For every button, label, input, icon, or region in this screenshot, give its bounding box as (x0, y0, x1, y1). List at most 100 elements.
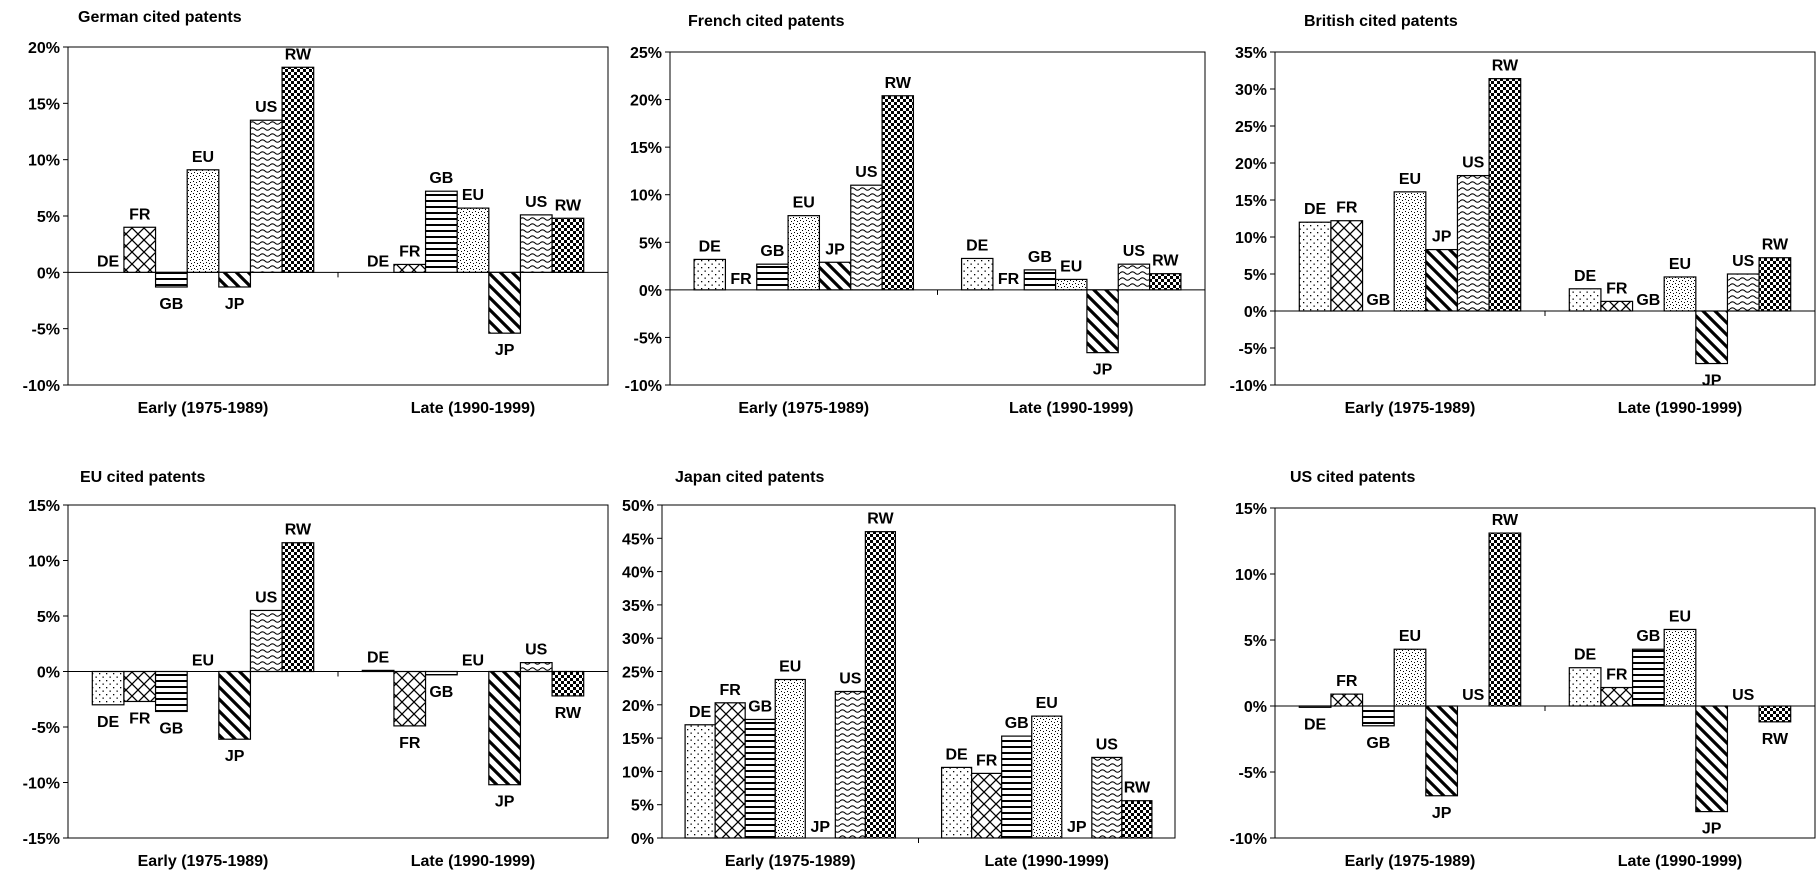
category-label: Early (1975-1989) (138, 853, 269, 870)
data-label-jp: JP (1432, 229, 1452, 246)
bar-jp (1425, 705, 1459, 797)
bar-eu (1054, 278, 1088, 291)
data-label-de: DE (367, 253, 390, 270)
bar-fr (1330, 693, 1364, 707)
bar-rw (281, 66, 315, 273)
bar-jp (1695, 705, 1729, 813)
data-label-rw: RW (285, 522, 312, 539)
data-label-us: US (1123, 243, 1146, 260)
category-label: Early (1975-1989) (738, 400, 869, 417)
y-tick-label: -10% (1230, 831, 1267, 848)
bar-gb (1631, 648, 1665, 707)
data-label-fr: FR (1606, 280, 1628, 297)
y-tick-label: 50% (622, 498, 654, 515)
y-tick-label: -10% (23, 378, 60, 395)
bar-us (834, 690, 866, 839)
bar-gb (1361, 705, 1395, 727)
chart-panel-6: US cited patents -10% -5% 0% 5% 10% 15% Early (… (1230, 469, 1816, 870)
data-label-us: US (255, 99, 278, 116)
data-label-us: US (1096, 736, 1119, 753)
data-label-eu: EU (1399, 628, 1421, 645)
data-label-rw: RW (1762, 237, 1789, 254)
bar-rw (551, 217, 585, 273)
y-tick-label: 45% (622, 531, 654, 548)
bar-us (519, 662, 553, 673)
data-label-fr: FR (129, 206, 151, 223)
bar-eu (1393, 648, 1427, 707)
data-label-rw: RW (1492, 512, 1519, 529)
y-tick-label: 10% (1235, 230, 1267, 247)
bar-jp (818, 261, 852, 291)
y-tick-label: 0% (631, 831, 654, 848)
data-label-jp: JP (1702, 373, 1722, 390)
bar-gb (756, 263, 789, 291)
data-label-eu: EU (1060, 258, 1082, 275)
bar-de (693, 258, 727, 291)
data-label-gb: GB (429, 684, 453, 701)
y-tick-label: 0% (37, 265, 60, 282)
data-label-rw: RW (867, 511, 894, 528)
data-label-de: DE (1304, 201, 1327, 218)
category-label: Early (1975-1989) (725, 853, 856, 870)
bar-fr (1600, 686, 1634, 707)
data-label-de: DE (97, 253, 120, 270)
bar-us (1726, 273, 1760, 312)
data-label-gb: GB (159, 296, 183, 313)
data-label-fr: FR (1606, 667, 1628, 684)
bar-jp (488, 271, 522, 334)
data-label-de: DE (945, 746, 968, 763)
chart-panel-1: German cited patents -10% -5% 0% 5% 10% 15% 20%… (23, 9, 609, 417)
bar-us (1456, 174, 1490, 312)
y-tick-label: -10% (625, 378, 662, 395)
bar-de (361, 669, 395, 673)
bar-fr (393, 263, 427, 273)
data-label-gb: GB (1366, 735, 1390, 752)
bar-us (249, 609, 283, 673)
bar-de (1298, 221, 1332, 312)
category-label: Late (1990-1999) (1618, 400, 1743, 417)
y-tick-label: -5% (1239, 341, 1267, 358)
data-label-jp: JP (225, 748, 245, 765)
bar-jp (1695, 310, 1729, 365)
data-label-us: US (1462, 155, 1485, 172)
chart-panel-2: French cited patents -10% -5% 0% 5% 10% 15% 20%… (625, 13, 1206, 417)
chart-panel-4: EU cited patents -15% -10% -5% 0% 5% 10% 15% Ear… (23, 469, 609, 870)
data-label-fr: FR (730, 271, 752, 288)
data-label-us: US (839, 670, 862, 687)
data-label-eu: EU (793, 195, 815, 212)
data-label-fr: FR (1336, 673, 1358, 690)
data-label-de: DE (689, 704, 712, 721)
y-tick-label: 5% (37, 209, 60, 226)
category-label: Early (1975-1989) (138, 400, 269, 417)
data-label-de: DE (1574, 268, 1597, 285)
category-label: Late (1990-1999) (1618, 853, 1743, 870)
y-tick-label: 10% (1235, 567, 1267, 584)
y-tick-label: 0% (639, 283, 662, 300)
data-label-rw: RW (1492, 58, 1519, 75)
y-tick-label: 25% (630, 45, 662, 62)
data-label-us: US (1732, 253, 1755, 270)
bar-eu (774, 678, 806, 839)
bar-eu (1393, 191, 1427, 312)
y-tick-label: 10% (622, 764, 654, 781)
bar-us (1091, 756, 1123, 839)
data-label-eu: EU (462, 187, 484, 204)
bar-gb (154, 271, 188, 288)
plot-frame (1274, 507, 1816, 839)
data-label-us: US (255, 589, 278, 606)
chart-panel-5: Japan cited patents 0% 5% 10% 15% 20% 25% 30% 35… (622, 469, 1176, 870)
y-tick-label: 40% (622, 565, 654, 582)
category-label: Late (1990-1999) (411, 853, 536, 870)
data-label-gb: GB (1028, 249, 1052, 266)
bar-us (1117, 263, 1151, 291)
bar-fr (1330, 220, 1364, 312)
bar-de (684, 724, 716, 839)
bar-fr (1600, 300, 1634, 312)
bar-us (249, 119, 283, 273)
y-tick-label: 10% (630, 188, 662, 205)
data-label-gb: GB (1636, 292, 1660, 309)
bar-eu (1663, 628, 1697, 707)
y-tick-label: 0% (1244, 304, 1267, 321)
data-label-gb: GB (748, 698, 772, 715)
